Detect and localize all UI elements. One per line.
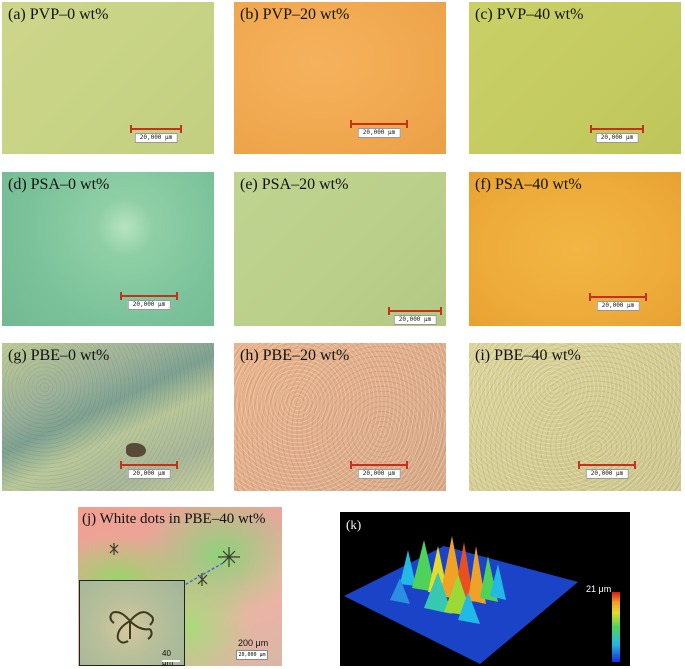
scale-text-g: 20,000 μm: [127, 469, 171, 479]
scale-text-a: 20,000 μm: [134, 133, 178, 143]
panel-h-label: (h) PBE–20 wt%: [240, 347, 350, 364]
dot-mark-3: [197, 573, 208, 586]
scale-text-h: 20,000 μm: [357, 469, 401, 479]
panel-g-label: (g) PBE–0 wt%: [8, 347, 110, 364]
panel-c: (c) PVP–40 wt% 20,000 μm: [469, 2, 681, 154]
panel-a: (a) PVP–0 wt% 20,000 μm: [2, 2, 214, 154]
panel-i: (i) PBE–40 wt% 20,000 μm: [469, 343, 681, 491]
panel-j-label: (j) White dots in PBE–40 wt%: [82, 511, 266, 527]
dot-mark-2: [218, 547, 240, 567]
panel-b: (b) PVP–20 wt% 20,000 μm: [234, 2, 446, 154]
colorbar: [612, 592, 620, 662]
inset-scale-bar: [162, 660, 180, 662]
dot-mark-1: [109, 543, 119, 555]
scale-text-i: 20,000 μm: [585, 469, 629, 479]
panel-i-label: (i) PBE–40 wt%: [475, 347, 581, 364]
panel-d: (d) PSA–0 wt% 20,000 μm: [2, 172, 214, 326]
panel-f-label: (f) PSA–40 wt%: [475, 176, 582, 193]
main-scale-text: 200 μm: [238, 638, 269, 648]
colorbar-label: 21 μm: [586, 584, 612, 594]
scale-text-c: 20,000 μm: [595, 133, 639, 143]
panel-b-label: (b) PVP–20 wt%: [240, 6, 350, 23]
panel-d-label: (d) PSA–0 wt%: [8, 176, 110, 193]
panel-e: (e) PSA–20 wt% 20,000 μm: [234, 172, 446, 326]
panel-h: (h) PBE–20 wt% 20,000 μm: [234, 343, 446, 491]
scale-text-b: 20,000 μm: [357, 128, 401, 138]
inset-scale-text: 40 μm: [162, 649, 174, 666]
panel-k: (k) 21 μm: [340, 512, 630, 666]
panel-k-label: (k): [346, 517, 362, 532]
panel-f: (f) PSA–40 wt% 20,000 μm: [469, 172, 681, 326]
particle-defect: [126, 443, 146, 457]
panel-j: (j) White dots in PBE–40 wt% 40 μm 200 μ…: [78, 507, 282, 666]
scale-text-e: 20,000 μm: [393, 315, 437, 325]
scale-text-f: 20,000 μm: [596, 301, 640, 311]
surface-3d-plot: [344, 536, 620, 664]
panel-c-label: (c) PVP–40 wt%: [475, 6, 584, 23]
panel-j-inset: 40 μm: [79, 580, 185, 666]
surface-peaks: [390, 536, 506, 624]
panel-e-label: (e) PSA–20 wt%: [240, 176, 349, 193]
crack-pattern: [109, 611, 154, 644]
panel-g: (g) PBE–0 wt% 20,000 μm: [2, 343, 214, 491]
panel-a-label: (a) PVP–0 wt%: [8, 6, 109, 23]
scale-text-d: 20,000 μm: [127, 300, 171, 310]
main-scale-box: 20,000 μm: [236, 650, 268, 660]
